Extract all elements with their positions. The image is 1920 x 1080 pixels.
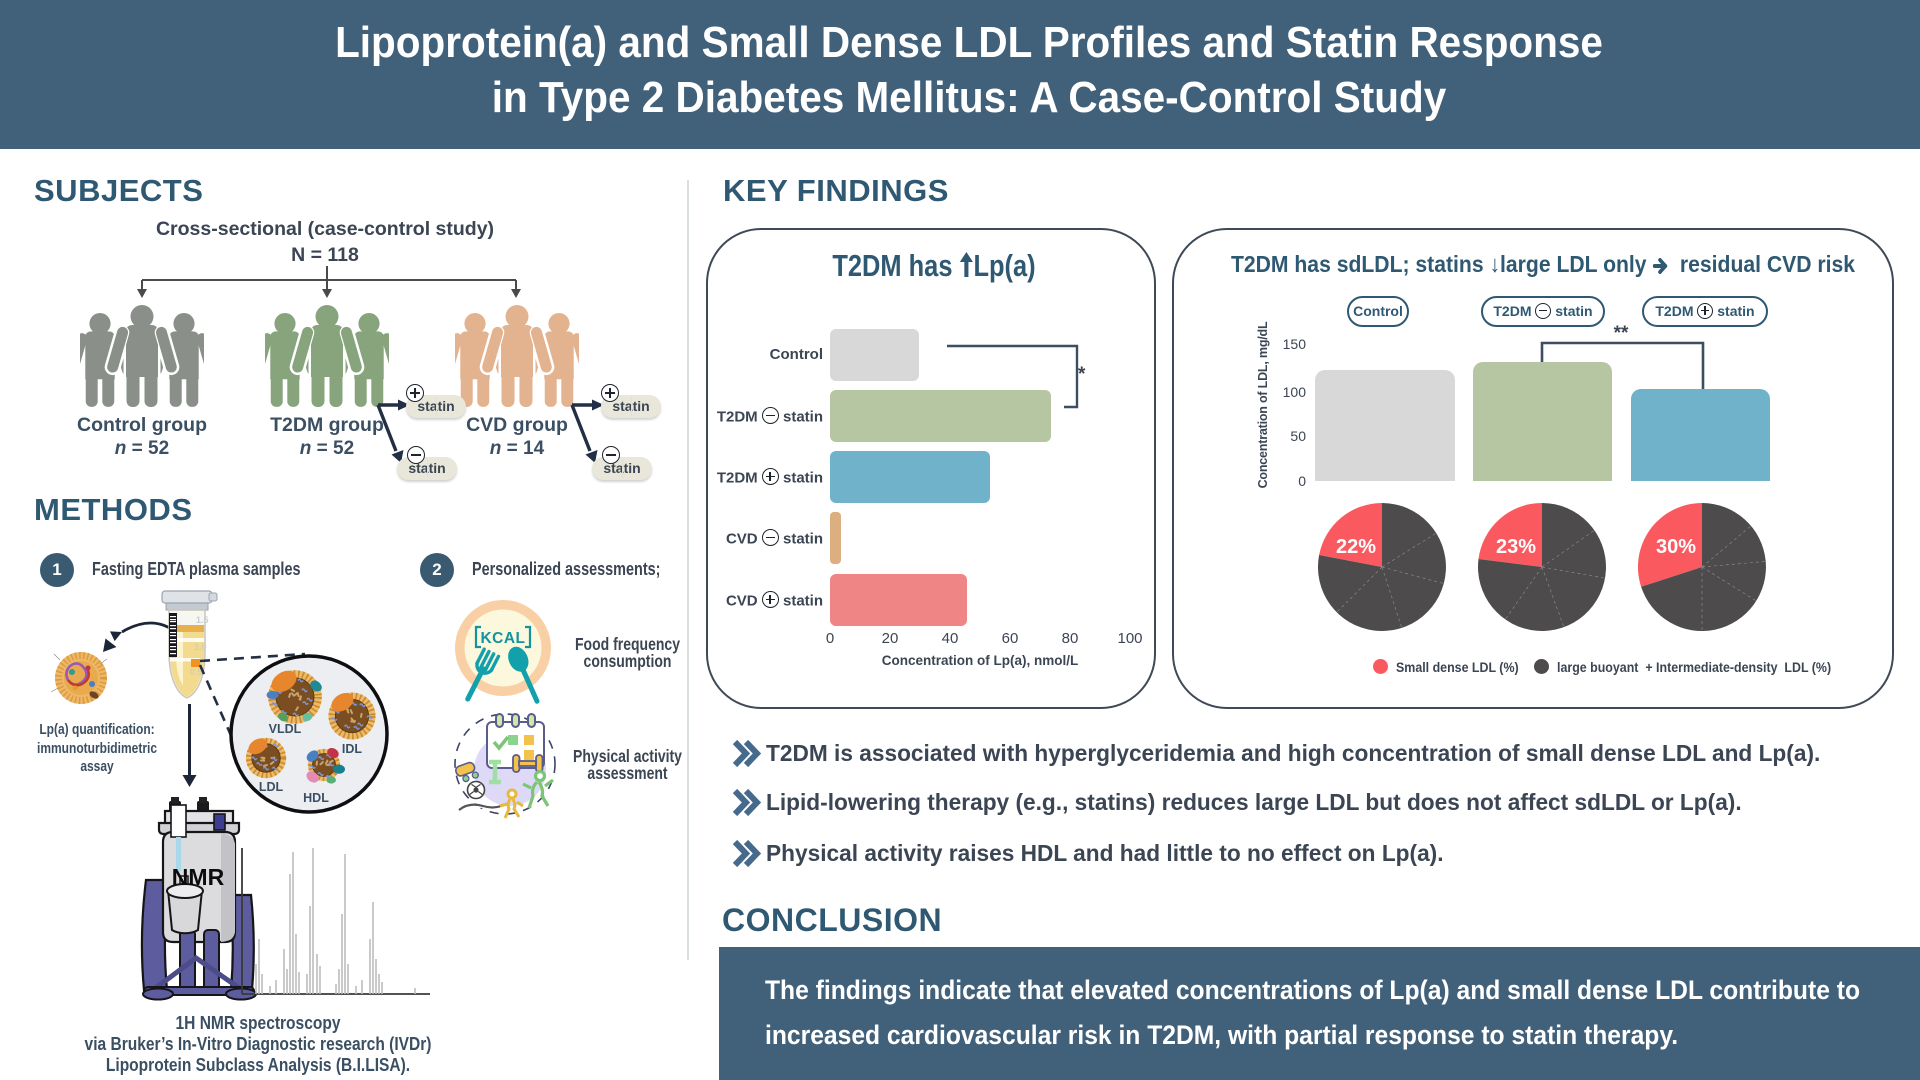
svg-text:HDL: HDL [303, 791, 329, 805]
svg-text:0.5: 0.5 [190, 667, 203, 677]
svg-text:VLDL: VLDL [269, 722, 302, 736]
svg-text:IDL: IDL [342, 742, 363, 756]
svg-text:KCAL: KCAL [480, 630, 525, 647]
svg-text:1.0: 1.0 [194, 642, 207, 652]
svg-text:LDL: LDL [259, 780, 284, 794]
svg-text:1.5: 1.5 [196, 615, 209, 625]
svg-text:NMR: NMR [172, 864, 225, 890]
